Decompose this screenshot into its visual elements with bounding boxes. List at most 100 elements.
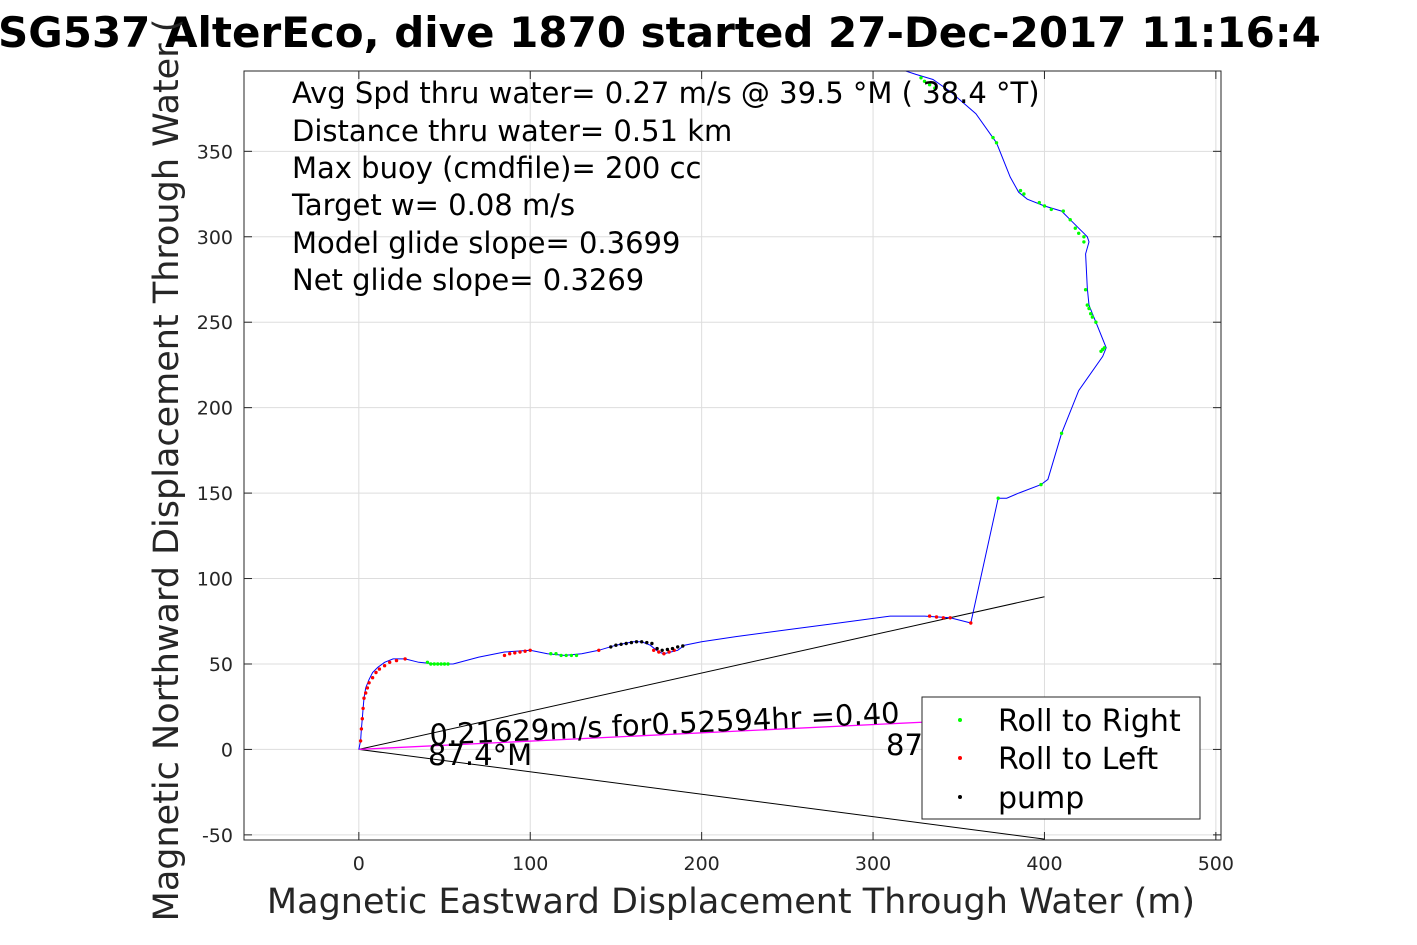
- roll-right-point: [1022, 192, 1026, 196]
- current-label-layer: 0.21629m/s for0.52594hr =0.40 87.4°M 87: [428, 696, 923, 772]
- roll-right-point: [1082, 235, 1086, 239]
- pump-point: [645, 640, 649, 645]
- roll-left-point: [358, 739, 363, 743]
- roll-left-point: [523, 649, 527, 653]
- roll-right-point: [442, 662, 447, 666]
- roll-right-point: [1042, 204, 1047, 208]
- pump-point: [655, 646, 659, 651]
- roll-left-point: [364, 691, 368, 695]
- chart-title: SG537 AlterEco, dive 1870 started 27-Dec…: [0, 8, 1321, 57]
- y-tick-label: 300: [197, 227, 233, 249]
- annotation-line-2: Distance thru water= 0.51 km: [292, 114, 732, 148]
- y-tick-label: 0: [221, 739, 233, 761]
- roll-right-point: [554, 652, 558, 656]
- roll-right-point: [991, 135, 995, 140]
- annotation-line-1: Avg Spd thru water= 0.27 m/s @ 39.5 °M (…: [292, 76, 1040, 110]
- roll-right-point: [425, 660, 430, 664]
- roll-right-point: [1077, 231, 1081, 235]
- legend: Roll to Right Roll to Left pump: [921, 696, 1201, 820]
- pump-point: [619, 642, 623, 646]
- roll-right-point: [1073, 226, 1078, 230]
- roll-right-point: [1037, 200, 1042, 205]
- axes-box: [243, 70, 1222, 841]
- annotation-line-4: Target w= 0.08 m/s: [291, 188, 575, 222]
- roll-left-point: [377, 667, 382, 671]
- legend-box: [921, 696, 1201, 820]
- current-heading-label: 87.4°M: [428, 738, 532, 772]
- roll-left-point: [667, 650, 671, 654]
- cone-line: [358, 596, 1045, 750]
- dive-track-line: [358, 71, 1107, 750]
- roll-left-point: [597, 648, 601, 652]
- roll-left-point: [513, 651, 517, 655]
- y-tick-label: 250: [197, 312, 233, 334]
- roll-right-point: [569, 653, 574, 658]
- pump-point: [681, 644, 685, 648]
- x-tick-label: 500: [1198, 853, 1234, 875]
- roll-left-point: [948, 616, 952, 620]
- legend-roll-right-marker: [958, 718, 962, 722]
- roll-right-point: [574, 653, 579, 658]
- roll-right-point: [1059, 431, 1064, 435]
- pump-point: [634, 640, 639, 644]
- legend-pump-marker: [958, 795, 962, 799]
- plot-layer: [358, 71, 1107, 840]
- roll-left-point: [365, 686, 370, 690]
- roll-right-point: [919, 76, 923, 80]
- roll-right-point: [1039, 482, 1043, 487]
- x-axis-label: Magnetic Eastward Displacement Through W…: [267, 882, 1195, 922]
- roll-left-point: [374, 670, 378, 675]
- pump-point: [676, 645, 680, 649]
- roll-right-point: [439, 662, 443, 666]
- roll-right-point: [564, 653, 568, 658]
- current-heading-label-end: 87: [886, 728, 923, 762]
- annotation-line-6: Net glide slope= 0.3269: [292, 263, 644, 297]
- y-axis-label: Magnetic Northward Displacement Through …: [147, 19, 187, 922]
- roll-right-point: [446, 662, 450, 666]
- pump-point: [614, 643, 618, 647]
- roll-left-point: [528, 648, 532, 652]
- roll-left-point: [652, 648, 656, 652]
- annotation-layer: Avg Spd thru water= 0.27 m/s @ 39.5 °M (…: [291, 76, 1040, 297]
- y-tick-label: 50: [209, 654, 233, 676]
- annotation-line-3: Max buoy (cmdfile)= 200 cc: [292, 151, 701, 185]
- roll-left-point: [362, 696, 366, 700]
- roll-right-point: [1094, 320, 1098, 324]
- x-tick-label: 100: [512, 853, 548, 875]
- roll-left-point: [367, 681, 371, 685]
- roll-right-point: [1082, 240, 1086, 244]
- y-tick-label: -50: [202, 825, 233, 847]
- roll-left-point: [518, 650, 522, 654]
- roll-right-point: [1049, 207, 1054, 212]
- roll-left-point: [388, 660, 392, 664]
- roll-left-point: [508, 652, 512, 656]
- roll-left-point: [941, 616, 945, 620]
- roll-right-point: [559, 653, 563, 658]
- current-vector-line: [358, 721, 925, 751]
- roll-left-point: [969, 621, 973, 625]
- roll-left-point: [403, 657, 407, 661]
- roll-left-point: [382, 664, 387, 668]
- roll-right-point: [1068, 218, 1072, 222]
- annotation-line-5: Model glide slope= 0.3699: [292, 226, 680, 260]
- legend-roll-right-label: Roll to Right: [998, 704, 1181, 739]
- pump-point: [670, 646, 675, 651]
- roll-left-point: [361, 706, 365, 711]
- pump-point: [650, 641, 654, 646]
- roll-right-point: [436, 662, 440, 666]
- roll-left-point: [360, 717, 364, 721]
- roll-right-point: [1087, 306, 1091, 311]
- tick-layer: 0 100 200 300 400 500 -50 0 50 100 150 200 250 300 350: [197, 71, 1234, 875]
- roll-right-point: [549, 652, 553, 656]
- roll-right-point: [1085, 303, 1090, 307]
- y-tick-label: 200: [197, 398, 233, 420]
- legend-roll-left-label: Roll to Left: [998, 742, 1158, 777]
- pump-point: [665, 647, 670, 652]
- roll-left-point: [502, 653, 507, 658]
- pump-point: [629, 640, 634, 645]
- roll-right-point: [429, 662, 433, 666]
- roll-left-point: [934, 615, 939, 619]
- roll-right-point: [1018, 188, 1023, 193]
- roll-right-point: [994, 141, 999, 145]
